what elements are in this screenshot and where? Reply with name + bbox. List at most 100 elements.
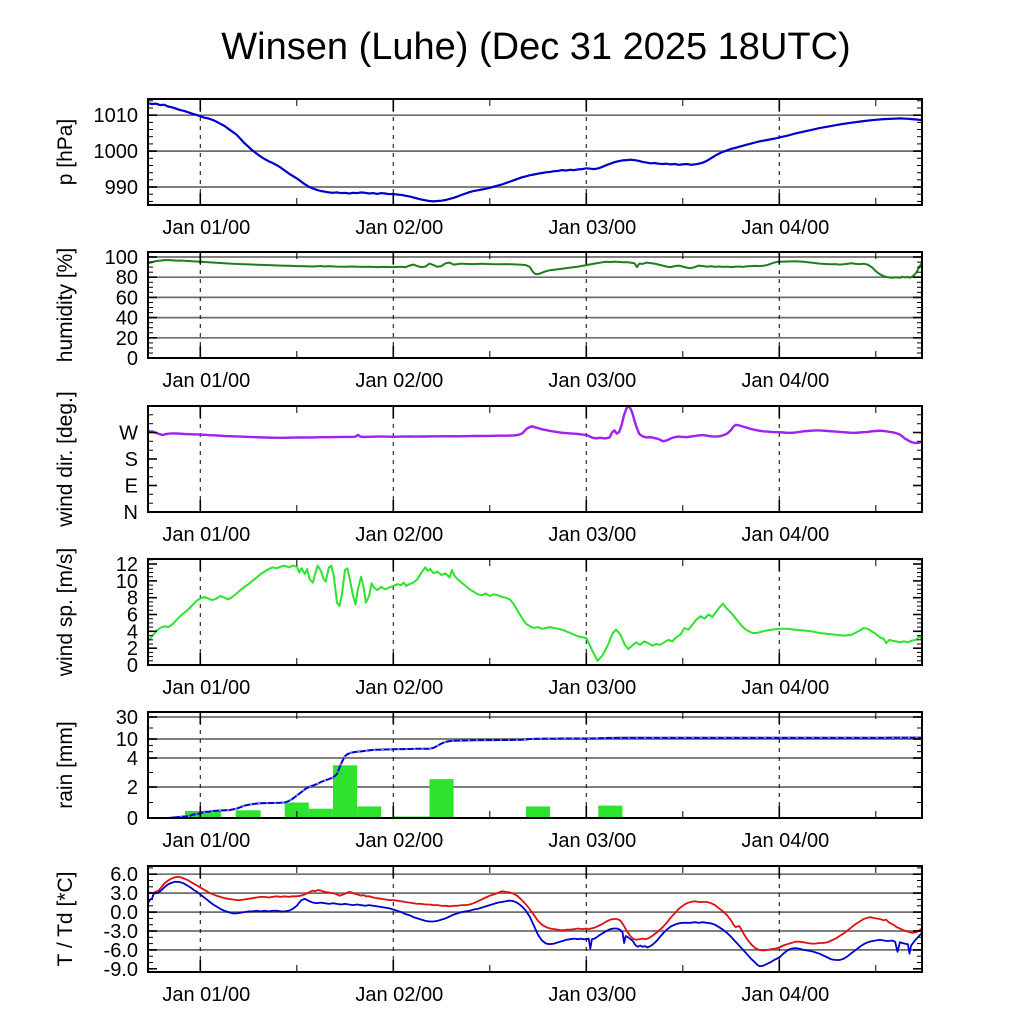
ytick-label: 2 (127, 777, 138, 799)
rain-bar (308, 808, 333, 818)
y-axis-label: rain [mm] (54, 721, 77, 809)
series-temperature-T (148, 875, 922, 952)
ytick-label: -3.0 (104, 921, 138, 943)
axis-ticks (148, 712, 922, 819)
day-gridlines (199, 406, 780, 512)
rain-bar (357, 806, 382, 818)
series-group (148, 564, 922, 662)
ytick-label: 1010 (94, 105, 139, 127)
ytick-label: 1000 (94, 141, 139, 163)
xtick-label: Jan 04/00 (741, 217, 829, 239)
series-group (148, 102, 922, 203)
ytick-label: 10 (116, 729, 138, 751)
ytick-label: 60 (116, 287, 138, 309)
xtick-label: Jan 02/00 (355, 370, 443, 392)
x-tick-labels: Jan 01/00 Jan 02/00 Jan 03/00 Jan 04/00 (162, 217, 829, 239)
xtick-label: Jan 03/00 (548, 830, 636, 852)
y-axis-label: wind sp. [m/s] (54, 548, 77, 677)
series-rain-accumulated-overlay (148, 737, 922, 818)
ytick-label: 80 (116, 267, 138, 289)
xtick-label: Jan 03/00 (548, 217, 636, 239)
y-axis-label: wind dir. [deg.] (54, 391, 77, 527)
axis-ticks (148, 559, 922, 666)
series-group (148, 406, 922, 445)
ytick-label: 4 (127, 621, 138, 643)
ytick-label: 6 (127, 605, 138, 627)
y-gridlines (148, 873, 922, 951)
rain-bar (526, 806, 551, 818)
xtick-label: Jan 04/00 (741, 524, 829, 546)
rain-bar (284, 802, 309, 818)
y-tick-labels: 990 1000 1010 (94, 105, 139, 199)
series-humidity (148, 259, 922, 279)
ytick-label: 0 (127, 655, 138, 677)
x-tick-labels: Jan 01/00 Jan 02/00 Jan 03/00 Jan 04/00 (162, 677, 829, 699)
axis-ticks (148, 866, 922, 972)
series-group (148, 259, 922, 279)
ytick-label: 40 (116, 308, 138, 330)
xtick-label: Jan 04/00 (741, 677, 829, 699)
xtick-label: Jan 02/00 (355, 524, 443, 546)
series-wind-direction (148, 406, 922, 445)
xtick-label: Jan 03/00 (548, 524, 636, 546)
axis-ticks (148, 99, 922, 205)
x-tick-labels: Jan 01/00 Jan 02/00 Jan 03/00 Jan 04/00 (162, 830, 829, 852)
panel-border (147, 558, 923, 666)
day-gridlines (199, 866, 780, 972)
y-axis-label: p [hPa] (54, 119, 77, 186)
chart-title: Winsen (Luhe) (Dec 31 2025 18UTC) (221, 26, 851, 68)
x-tick-labels: Jan 01/00 Jan 02/00 Jan 03/00 Jan 04/00 (162, 984, 829, 1006)
xtick-label: Jan 02/00 (355, 677, 443, 699)
panel-border (147, 98, 923, 206)
y-tick-labels: 6.03.00.0-3.0-6.0-9.0 (104, 864, 138, 981)
xtick-label: Jan 01/00 (162, 370, 250, 392)
series-rain-accumulated (148, 736, 922, 818)
ytick-label: 3.0 (110, 883, 138, 905)
ytick-label: -9.0 (104, 959, 138, 981)
xtick-label: Jan 02/00 (355, 984, 443, 1006)
ytick-label: 4 (127, 748, 138, 770)
ytick-label: 990 (105, 177, 138, 199)
xtick-label: Jan 01/00 (162, 677, 250, 699)
ytick-label: 30 (116, 707, 138, 729)
ytick-label: S (125, 449, 138, 471)
rain-bar (429, 779, 454, 818)
ytick-label: 8 (127, 588, 138, 610)
panel-border (147, 251, 923, 359)
ytick-label: 100 (105, 247, 138, 269)
rain-bar (235, 810, 261, 818)
day-gridlines (199, 559, 780, 665)
series-wind-speed (148, 564, 922, 662)
xtick-label: Jan 02/00 (355, 217, 443, 239)
xtick-label: Jan 03/00 (548, 677, 636, 699)
y-gridlines (148, 256, 922, 339)
ytick-label: 10 (116, 571, 138, 593)
y-gridlines (148, 114, 922, 188)
xtick-label: Jan 04/00 (741, 830, 829, 852)
axis-ticks (148, 251, 922, 359)
series-dewpoint-Td (148, 880, 922, 968)
x-tick-labels: Jan 01/00 Jan 02/00 Jan 03/00 Jan 04/00 (162, 370, 829, 392)
series-pressure (148, 102, 922, 203)
ytick-label: 12 (116, 554, 138, 576)
ytick-label: 0 (127, 348, 138, 370)
ytick-label: -6.0 (104, 940, 138, 962)
xtick-label: Jan 01/00 (162, 524, 250, 546)
xtick-label: Jan 01/00 (162, 217, 250, 239)
x-tick-labels: Jan 01/00 Jan 02/00 Jan 03/00 Jan 04/00 (162, 524, 829, 546)
ytick-label: 6.0 (110, 864, 138, 886)
xtick-label: Jan 02/00 (355, 830, 443, 852)
ytick-label: 20 (116, 328, 138, 350)
panel-border (147, 711, 923, 819)
y-gridlines (148, 716, 922, 788)
ytick-label: 0 (127, 808, 138, 830)
